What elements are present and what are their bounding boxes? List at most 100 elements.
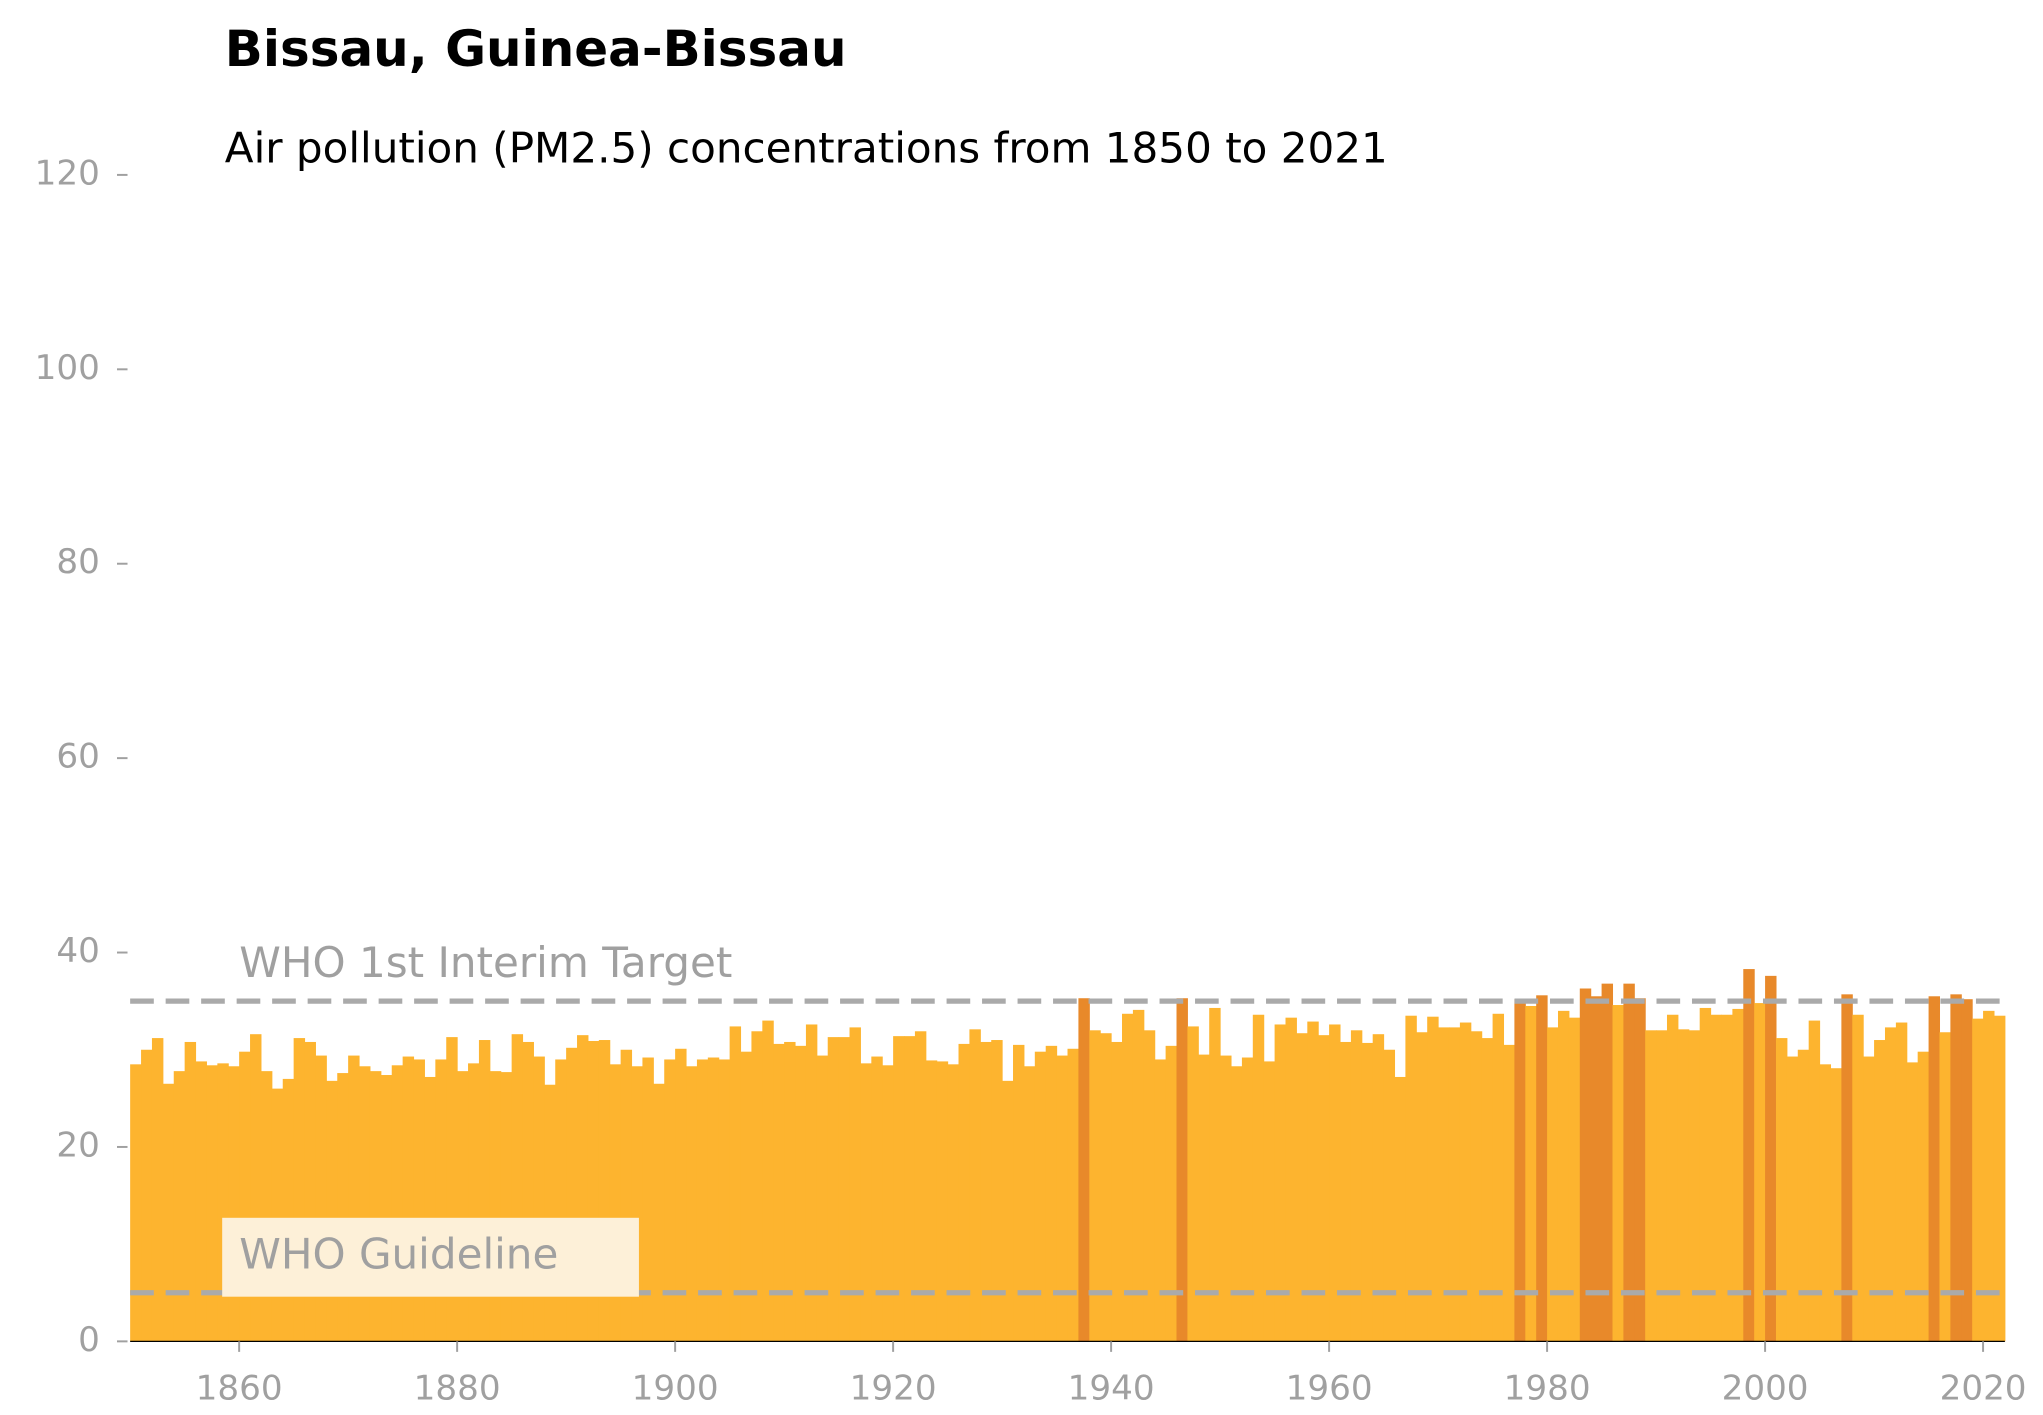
bar [587,1040,600,1342]
bar [1699,1007,1712,1342]
y-tick-label: 100 [35,348,100,388]
bar [1666,1014,1679,1342]
bar [1143,1030,1156,1342]
bar [1448,1027,1461,1342]
bar [947,1064,960,1342]
bar [729,1026,742,1342]
bar [1176,998,1188,1342]
bar [1852,1014,1864,1342]
y-tick-label: 20 [56,1125,99,1165]
bar [1405,1015,1417,1342]
bar [740,1051,752,1342]
bar [1645,1030,1657,1342]
bar [1241,1057,1254,1342]
bar [1950,994,1962,1342]
bar [1895,1022,1908,1342]
bar [958,1043,970,1342]
bar [1732,1008,1744,1342]
y-tick-label: 120 [35,153,100,193]
bar [653,1083,665,1342]
bar [1677,1029,1690,1342]
bar [1841,994,1853,1342]
bar [1623,983,1635,1342]
bar [1884,1027,1897,1342]
bar [282,1078,295,1342]
bar [239,1051,251,1342]
x-tick-label: 2000 [1722,1369,1809,1409]
bar [1165,1045,1178,1342]
bar [1579,988,1592,1342]
bar [1002,1080,1014,1342]
x-tick-label: 2020 [1940,1369,2027,1409]
x-tick-label: 1940 [1068,1369,1155,1409]
bar [795,1045,807,1342]
bar [206,1065,218,1342]
bar [1775,1038,1788,1342]
bar [359,1066,371,1342]
bar [805,1024,818,1342]
bar [1067,1048,1079,1342]
bar [1492,1013,1505,1342]
bar [1187,1026,1199,1342]
bar [162,1083,175,1342]
bar [217,1063,229,1342]
bar [1023,1066,1036,1342]
bar [904,1036,916,1342]
bar [860,1063,872,1342]
bar [1863,1056,1875,1342]
reference-label: WHO 1st Interim Target [239,938,732,987]
bar [925,1060,938,1342]
bar [260,1071,273,1342]
bar [991,1040,1003,1342]
bar [1972,1018,1984,1342]
bar [413,1059,425,1342]
bar [893,1036,905,1342]
bar [827,1037,840,1342]
bar [555,1059,567,1342]
bar [849,1027,861,1342]
bar [609,1064,622,1342]
bar [1132,1009,1145,1342]
x-tick-label: 1920 [850,1369,937,1409]
bar [141,1049,153,1342]
bar [446,1037,458,1342]
bar [457,1071,469,1342]
bar [1383,1049,1396,1342]
bar [380,1075,393,1342]
bar [675,1048,687,1342]
bar [522,1041,534,1342]
bar [348,1055,360,1342]
bar [489,1071,502,1342]
bar [1568,1017,1581,1342]
bar [664,1059,676,1342]
bar [773,1043,785,1342]
bar [315,1055,327,1342]
bar [686,1066,698,1342]
bar [642,1057,654,1342]
bar [1557,1010,1570,1342]
bar [1601,983,1614,1342]
bar [1634,998,1646,1342]
bar [369,1071,382,1342]
bar [195,1061,207,1342]
bar [1013,1044,1025,1342]
bar [1296,1033,1308,1342]
bar [1808,1020,1821,1342]
y-tick-label: 40 [56,931,99,971]
bar [1797,1049,1810,1342]
bar [816,1055,829,1342]
bar [1438,1027,1450,1342]
bar [228,1066,240,1342]
bar [1874,1040,1886,1342]
x-tick-label: 1860 [196,1369,283,1409]
bar [784,1041,796,1342]
bar [1361,1042,1374,1342]
bar [1688,1030,1701,1342]
bar [1928,996,1941,1342]
bar [1961,999,1973,1342]
bar [1220,1055,1232,1342]
bar [936,1061,949,1342]
bar [969,1029,981,1342]
bar [511,1034,524,1342]
